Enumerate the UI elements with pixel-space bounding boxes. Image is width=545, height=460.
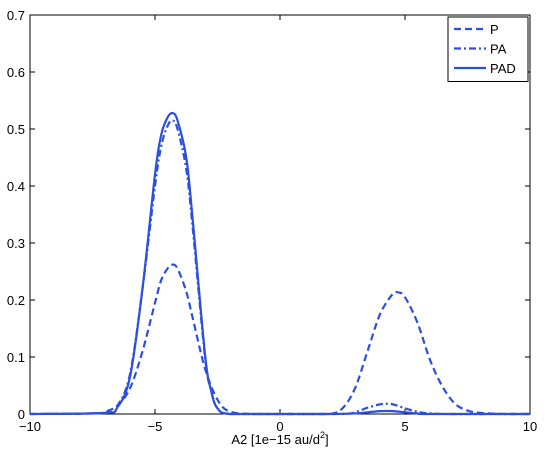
- x-tick-label: 0: [276, 419, 283, 434]
- series-lines: [29, 111, 530, 416]
- y-tick-label: 0.2: [7, 293, 25, 308]
- axis-ticks: −10 −5 0 5 10 0 0.1 0.2 0.3 0.4 0.5 0.6 0.7: [7, 8, 537, 434]
- y-tick-label: 0.1: [7, 350, 25, 365]
- legend-label: PA: [490, 42, 507, 57]
- x-tick-label: 10: [523, 419, 537, 434]
- legend-box: [447, 16, 529, 82]
- y-tick-label: 0.7: [7, 8, 25, 23]
- series-line-pad: [29, 111, 530, 416]
- legend-label: PAD: [490, 61, 516, 76]
- x-tick-label: −10: [19, 419, 41, 434]
- y-tick-label: 0.4: [7, 179, 25, 194]
- y-tick-label: 0.5: [7, 122, 25, 137]
- y-tick-label: 0: [18, 407, 25, 422]
- x-tick-label: 5: [401, 419, 408, 434]
- series-line-p: [29, 263, 530, 416]
- series-line-pa: [29, 119, 530, 416]
- legend-label: P: [490, 22, 499, 37]
- y-tick-label: 0.6: [7, 65, 25, 80]
- legend: P PA PAD: [447, 16, 529, 82]
- y-tick-label: 0.3: [7, 236, 25, 251]
- x-tick-label: −5: [148, 419, 163, 434]
- x-axis-label: A2 [1e−15 au/d2]: [231, 430, 328, 447]
